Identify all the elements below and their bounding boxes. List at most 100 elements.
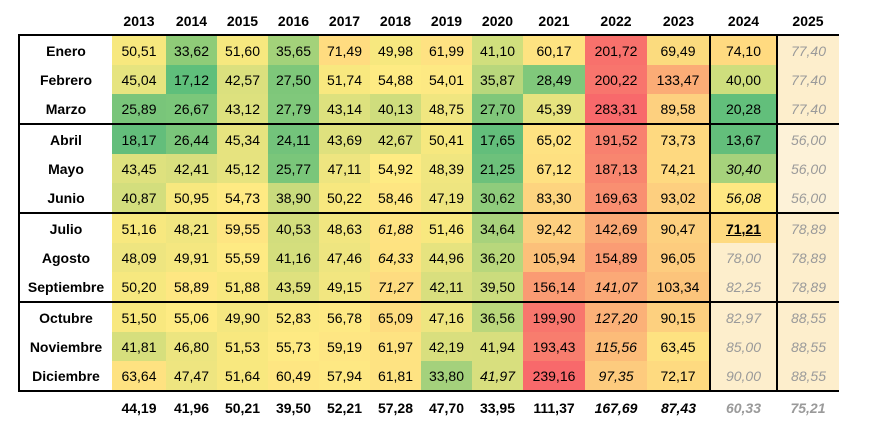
value-cell: 43,45 xyxy=(112,154,166,183)
value-cell: 56,00 xyxy=(777,154,839,183)
month-row: Septiembre 50,20 58,89 51,88 43,59 49,15 71,27… xyxy=(18,272,839,303)
month-row: Agosto 48,09 49,91 55,59 41,16 47,46 64,33 44,9… xyxy=(18,243,839,272)
value-cell: 58,89 xyxy=(166,272,217,303)
value-cell: 74,10 xyxy=(709,34,778,65)
value-cell: 133,47 xyxy=(647,65,711,94)
value-cell: 61,99 xyxy=(421,34,472,65)
value-cell: 61,88 xyxy=(370,212,421,243)
month-label: Enero xyxy=(18,34,112,65)
value-cell: 13,67 xyxy=(709,123,778,154)
month-label: Octubre xyxy=(18,301,112,332)
total-cell: 60,33 xyxy=(710,391,777,424)
month-label: Febrero xyxy=(18,65,112,94)
value-cell: 88,55 xyxy=(777,361,839,392)
value-cell: 41,10 xyxy=(472,34,523,65)
value-cell: 34,64 xyxy=(472,212,523,243)
value-cell: 42,11 xyxy=(421,272,472,303)
value-cell: 20,28 xyxy=(709,94,778,125)
value-cell: 36,20 xyxy=(472,243,523,272)
value-cell: 42,57 xyxy=(217,65,268,94)
value-cell: 96,05 xyxy=(647,243,711,272)
month-row: Abril 18,17 26,44 45,34 24,11 43,69 42,67 50,41… xyxy=(18,123,839,154)
value-cell: 77,40 xyxy=(777,65,839,94)
value-cell: 90,00 xyxy=(709,361,778,392)
value-cell: 49,98 xyxy=(370,34,421,65)
value-cell: 50,41 xyxy=(421,123,472,154)
value-cell: 199,90 xyxy=(523,301,585,332)
value-cell: 103,34 xyxy=(647,272,711,303)
total-cell: 75,21 xyxy=(777,391,839,424)
month-row: Julio 51,16 48,21 59,55 40,53 48,63 61,88 51,46… xyxy=(18,212,839,243)
value-cell: 38,90 xyxy=(268,183,319,214)
value-cell: 30,40 xyxy=(709,154,778,183)
value-cell: 54,73 xyxy=(217,183,268,214)
value-cell: 58,46 xyxy=(370,183,421,214)
month-label: Noviembre xyxy=(18,332,112,361)
value-cell: 42,41 xyxy=(166,154,217,183)
value-cell: 71,49 xyxy=(319,34,370,65)
total-cell: 57,28 xyxy=(370,391,421,424)
value-cell: 156,14 xyxy=(523,272,585,303)
value-cell: 83,30 xyxy=(523,183,585,214)
value-cell: 51,64 xyxy=(217,361,268,392)
value-cell: 239,16 xyxy=(523,361,585,392)
value-cell: 36,56 xyxy=(472,301,523,332)
month-label: Julio xyxy=(18,212,112,243)
value-cell: 55,59 xyxy=(217,243,268,272)
month-label: Mayo xyxy=(18,154,112,183)
value-cell: 40,13 xyxy=(370,94,421,125)
year-header: 2020 xyxy=(481,13,514,29)
value-cell: 46,80 xyxy=(166,332,217,361)
value-cell: 82,97 xyxy=(709,301,778,332)
value-cell: 17,65 xyxy=(472,123,523,154)
value-cell: 47,16 xyxy=(421,301,472,332)
value-cell: 51,88 xyxy=(217,272,268,303)
year-header: 2013 xyxy=(123,13,155,29)
value-cell: 52,83 xyxy=(268,301,319,332)
value-cell: 78,89 xyxy=(777,272,839,303)
totals-label xyxy=(19,391,112,424)
value-cell: 105,94 xyxy=(523,243,585,272)
value-cell: 41,97 xyxy=(472,361,523,392)
value-cell: 73,73 xyxy=(647,123,711,154)
year-header: 2019 xyxy=(430,13,463,29)
value-cell: 69,49 xyxy=(647,34,711,65)
value-cell: 74,21 xyxy=(647,154,711,183)
value-cell: 45,04 xyxy=(112,65,166,94)
value-cell: 51,53 xyxy=(217,332,268,361)
value-cell: 88,55 xyxy=(777,301,839,332)
value-cell: 97,35 xyxy=(585,361,647,392)
value-cell: 41,94 xyxy=(472,332,523,361)
value-cell: 48,21 xyxy=(166,212,217,243)
value-cell: 40,00 xyxy=(709,65,778,94)
value-cell: 44,96 xyxy=(421,243,472,272)
month-label: Diciembre xyxy=(18,361,112,392)
total-cell: 50,21 xyxy=(217,391,268,424)
value-cell: 24,11 xyxy=(268,123,319,154)
value-cell: 27,50 xyxy=(268,65,319,94)
total-cell: 111,37 xyxy=(523,391,585,424)
value-cell: 88,55 xyxy=(777,332,839,361)
value-cell: 63,45 xyxy=(647,332,711,361)
value-cell: 65,02 xyxy=(523,123,585,154)
month-row: Diciembre 63,64 47,47 51,64 60,49 57,94 61,81 3… xyxy=(18,361,839,392)
value-cell: 26,44 xyxy=(166,123,217,154)
year-header: 2016 xyxy=(277,13,310,29)
year-header: 2015 xyxy=(226,13,259,29)
value-cell: 47,46 xyxy=(319,243,370,272)
value-cell: 47,19 xyxy=(421,183,472,214)
value-cell: 154,89 xyxy=(585,243,647,272)
value-cell: 191,52 xyxy=(585,123,647,154)
value-cell: 59,55 xyxy=(217,212,268,243)
year-header-row: 2013 2014 2015 2016 2017 2018 2019 2020 2021 2022… xyxy=(19,8,839,35)
value-cell: 169,63 xyxy=(585,183,647,214)
value-cell: 42,19 xyxy=(421,332,472,361)
totals-row: 44,19 41,96 50,21 39,50 52,21 57,28 47,70 33,95… xyxy=(19,391,839,424)
value-cell: 89,58 xyxy=(647,94,711,125)
value-cell: 43,69 xyxy=(319,123,370,154)
value-cell: 54,92 xyxy=(370,154,421,183)
value-cell: 59,19 xyxy=(319,332,370,361)
total-cell: 52,21 xyxy=(319,391,370,424)
value-cell: 201,72 xyxy=(585,34,647,65)
value-cell: 55,73 xyxy=(268,332,319,361)
